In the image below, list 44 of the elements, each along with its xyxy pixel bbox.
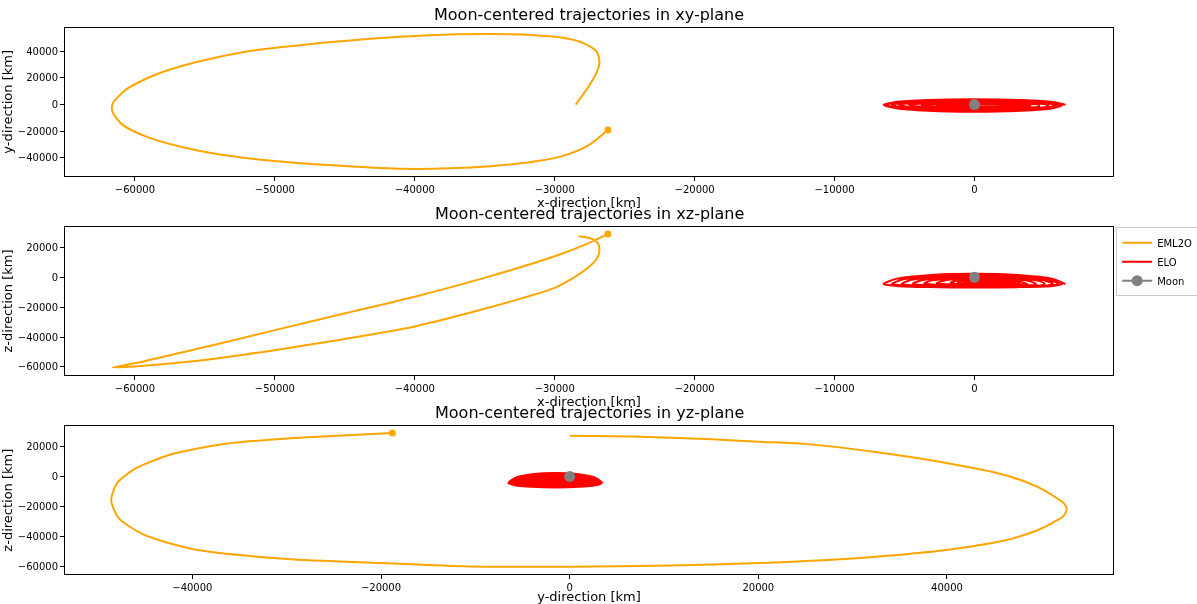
x-tick-label: 20000 [742,582,775,593]
y-tick-label: 20000 [26,241,58,253]
x-tick-label: −40000 [394,382,435,394]
y-axis-title: y-direction [km] [0,50,15,154]
y-tick-label: 40000 [26,45,58,57]
y-tick-label: −60000 [17,361,58,373]
x-tick-label: 40000 [931,582,963,593]
line-series [882,98,1067,113]
x-tick-label: −20000 [674,183,715,195]
y-tick-label: 0 [51,99,58,111]
y-tick-label: −60000 [17,560,58,572]
x-tick-label: −20000 [360,582,402,593]
x-tick-label: −10000 [814,382,855,394]
y-tick-label: 20000 [26,441,58,453]
x-tick-label: 0 [971,382,978,394]
legend-label: Moon [1157,275,1185,287]
x-tick-label: −20000 [674,382,715,394]
line-series [882,272,1067,289]
y-axis-title: z-direction [km] [0,249,15,353]
y-tick-label: −40000 [17,530,58,542]
x-tick-label: 0 [566,582,573,593]
line-series [507,471,604,489]
x-tick-label: −30000 [534,183,575,195]
y-axis-title: z-direction [km] [0,448,15,552]
x-tick-label: −40000 [394,183,435,195]
y-tick-label: −20000 [17,301,58,313]
x-tick-label: −50000 [254,183,295,195]
legend-label: EML2O [1157,237,1193,249]
x-tick-label: −30000 [534,382,575,394]
y-tick-label: −20000 [17,500,58,512]
chart-title: Moon-centered trajectories in xy-plane [434,5,745,24]
y-tick-label: −40000 [17,331,58,343]
x-tick-label: −60000 [114,382,156,394]
y-tick-label: 0 [51,470,58,482]
y-tick-label: −40000 [17,152,58,164]
y-tick-label: −20000 [17,125,58,137]
legend-label: ELO [1157,256,1177,268]
x-tick-label: −50000 [254,382,295,394]
y-tick-label: 20000 [26,72,58,84]
x-tick-label: −60000 [114,183,156,195]
y-tick-label: 0 [51,271,58,283]
x-tick-label: −10000 [814,183,855,195]
x-tick-label: −40000 [172,582,213,593]
x-tick-label: 0 [971,183,978,195]
